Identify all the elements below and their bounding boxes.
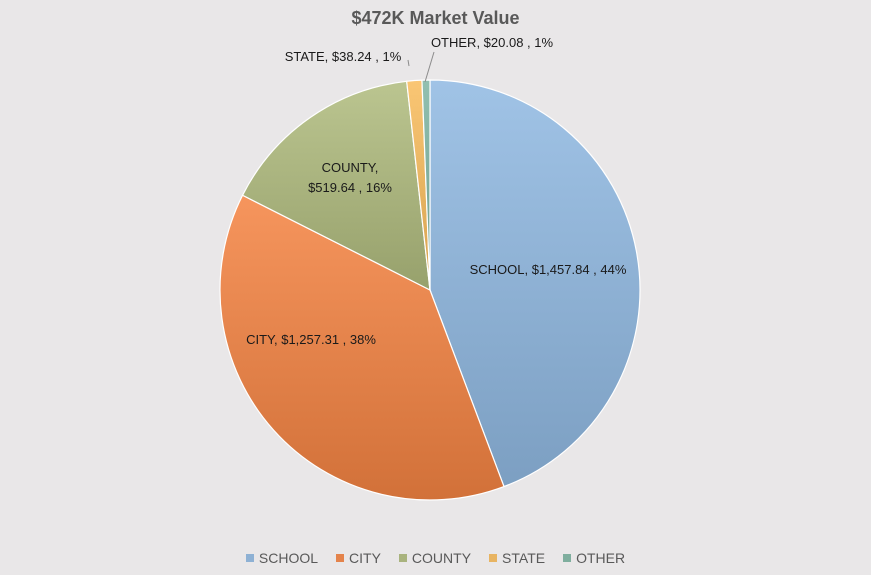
chart-title: $472K Market Value xyxy=(351,8,520,28)
leader-line-state xyxy=(407,59,410,67)
legend-swatch-school xyxy=(245,554,254,562)
data-label-county: COUNTY, $519.64 , 16% xyxy=(308,160,392,195)
legend-label-school: SCHOOL xyxy=(258,550,319,566)
data-label-city: CITY, $1,257.31 , 38% xyxy=(246,332,376,347)
legend-label-county: COUNTY xyxy=(411,550,472,566)
data-label-other: OTHER, $20.08 , 1% xyxy=(431,35,554,50)
legend-swatch-county xyxy=(398,554,407,562)
legend-item-county: COUNTY xyxy=(398,550,472,566)
slices-group xyxy=(219,79,641,501)
legend-swatch-state xyxy=(489,554,498,562)
legend-item-state: STATE xyxy=(489,550,545,566)
legend-label-state: STATE xyxy=(502,550,546,566)
legend-swatch-city xyxy=(336,554,345,562)
data-label-state: STATE, $38.24 , 1% xyxy=(285,49,402,64)
legend-item-school: SCHOOL xyxy=(245,550,319,566)
slice-labels: SCHOOL, $1,457.84 , 44% CITY, $1,257.31 ,… xyxy=(246,35,627,347)
legend-item-other: OTHER xyxy=(563,550,625,566)
pie-slice-county xyxy=(241,80,431,292)
leader-line-other xyxy=(424,51,435,83)
chart-legend: SCHOOL CITY COUNTY STATE OTHER xyxy=(0,550,871,566)
leader-lines xyxy=(407,51,435,83)
pie-slice-school xyxy=(429,79,641,488)
data-label-school: SCHOOL, $1,457.84 , 44% xyxy=(470,262,627,277)
legend-swatch-other xyxy=(563,554,572,562)
legend-item-city: CITY xyxy=(336,550,381,566)
legend-label-other: OTHER xyxy=(576,550,626,566)
legend-label-city: CITY xyxy=(349,550,381,566)
pie-slice-city xyxy=(219,194,505,501)
